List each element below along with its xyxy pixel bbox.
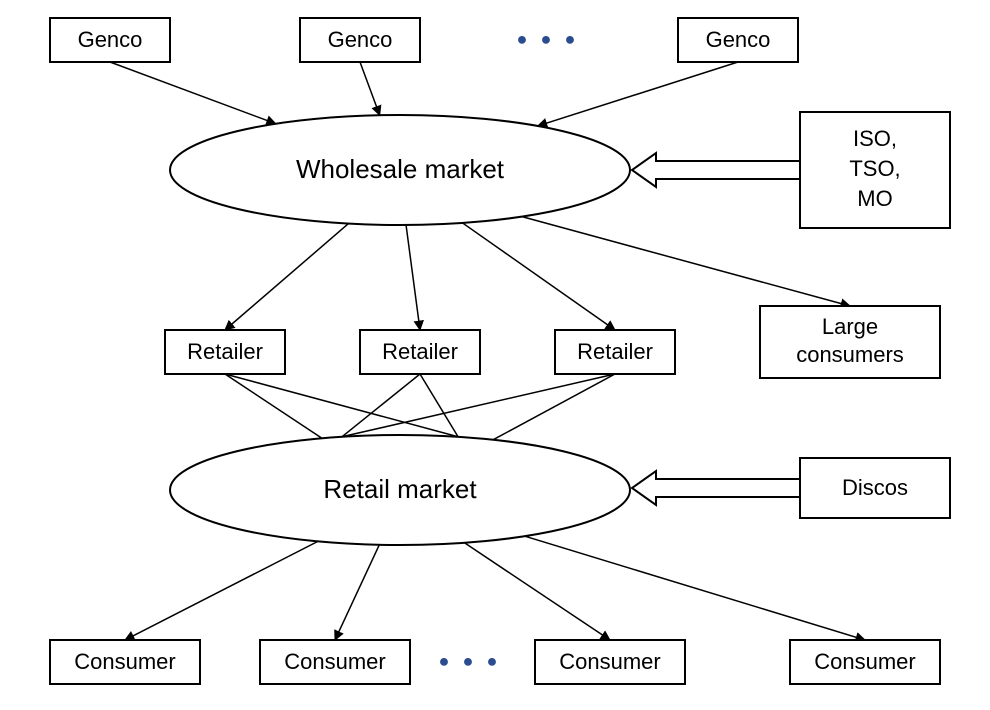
wholesale-label: Wholesale market bbox=[296, 154, 505, 184]
cons1-label: Consumer bbox=[74, 649, 175, 674]
edge-genco1-to-wholesale-0 bbox=[110, 62, 276, 124]
block-arrow-discos-to-retail bbox=[632, 471, 800, 505]
edge-wholesale-to-retailer3-5 bbox=[463, 223, 615, 330]
cons3: Consumer bbox=[535, 640, 685, 684]
cons2-label: Consumer bbox=[284, 649, 385, 674]
genco1-label: Genco bbox=[78, 27, 143, 52]
iso: ISO, TSO, MO bbox=[800, 112, 950, 228]
dotsTop: ● ● ● bbox=[516, 29, 579, 49]
cons2: Consumer bbox=[260, 640, 410, 684]
discos-label: Discos bbox=[842, 475, 908, 500]
block-arrow-iso-to-wholesale bbox=[632, 153, 800, 187]
retailer2: Retailer bbox=[360, 330, 480, 374]
edge-wholesale-to-retailer1-3 bbox=[225, 224, 348, 330]
edge-retailer3-to-retail-11 bbox=[342, 374, 615, 437]
edge-retailer1-to-retail-7 bbox=[225, 374, 322, 438]
edge-retail-to-cons1-13 bbox=[125, 541, 318, 640]
large-label-line-0: Large bbox=[822, 314, 878, 339]
genco3-label: Genco bbox=[706, 27, 771, 52]
retailer2-label: Retailer bbox=[382, 339, 458, 364]
retailer3-label: Retailer bbox=[577, 339, 653, 364]
cons4-label: Consumer bbox=[814, 649, 915, 674]
discos: Discos bbox=[800, 458, 950, 518]
large-label-line-1: consumers bbox=[796, 342, 904, 367]
iso-label-line-0: ISO, bbox=[853, 126, 897, 151]
edge-wholesale-to-large-6 bbox=[522, 217, 850, 306]
edge-genco2-to-wholesale-1 bbox=[360, 62, 380, 115]
edge-wholesale-to-retailer2-4 bbox=[406, 225, 420, 330]
edge-retail-to-cons4-16 bbox=[525, 536, 865, 640]
edge-retail-to-cons2-14 bbox=[335, 545, 379, 640]
large: Large consumers bbox=[760, 306, 940, 378]
retailer3: Retailer bbox=[555, 330, 675, 374]
genco3: Genco bbox=[678, 18, 798, 62]
cons4: Consumer bbox=[790, 640, 940, 684]
iso-label-line-1: TSO, bbox=[849, 156, 900, 181]
iso-label-line-2: MO bbox=[857, 186, 892, 211]
retail-label: Retail market bbox=[323, 474, 477, 504]
retail: Retail market bbox=[170, 435, 630, 545]
dotsBot: ● ● ● bbox=[438, 651, 501, 671]
edge-genco3-to-wholesale-2 bbox=[538, 62, 738, 126]
retailer1: Retailer bbox=[165, 330, 285, 374]
wholesale: Wholesale market bbox=[170, 115, 630, 225]
genco2: Genco bbox=[300, 18, 420, 62]
edge-retail-to-cons3-15 bbox=[464, 543, 610, 640]
diagram-canvas: Genco Genco Genco ● ● ● Wholesale market ISO,… bbox=[0, 0, 990, 710]
cons1: Consumer bbox=[50, 640, 200, 684]
nodes-layer: Genco Genco Genco ● ● ● Wholesale market ISO,… bbox=[50, 18, 950, 684]
cons3-label: Consumer bbox=[559, 649, 660, 674]
edge-retailer3-to-retail-12 bbox=[493, 374, 615, 440]
retailer1-label: Retailer bbox=[187, 339, 263, 364]
genco1: Genco bbox=[50, 18, 170, 62]
genco2-label: Genco bbox=[328, 27, 393, 52]
edge-retailer1-to-retail-8 bbox=[225, 374, 458, 437]
